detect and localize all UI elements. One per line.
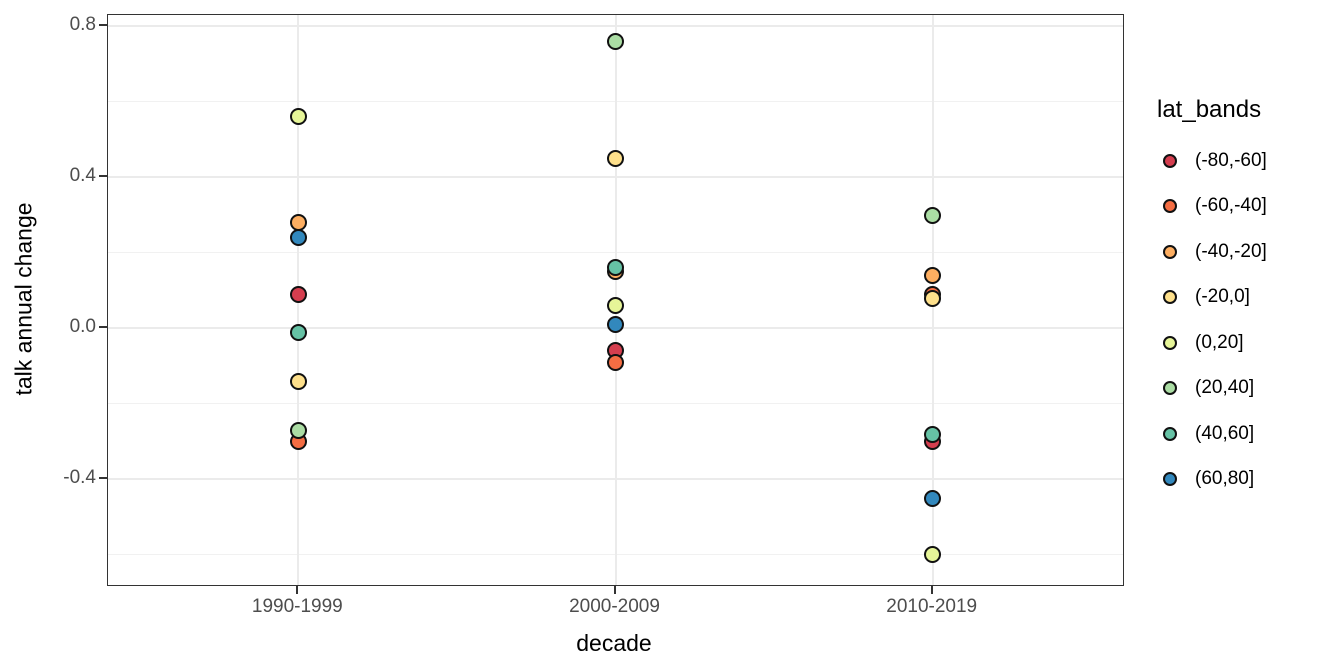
data-point [924,289,942,307]
data-point [289,108,307,126]
plot-panel [107,14,1124,586]
data-point [289,285,307,303]
legend-key-dot [1163,335,1177,350]
legend-item: (-40,-20] [1157,229,1337,275]
legend-item-label: (-80,-60] [1195,149,1267,171]
legend-item: (20,40] [1157,366,1337,412]
legend-key-dot [1163,472,1177,487]
y-tick-label: -0.4 [63,467,96,489]
data-point [924,546,942,564]
legend-item-label: (20,40] [1195,377,1255,399]
legend: lat_bands (-80,-60] (-60,-40] (-40,-20] (-2… [1157,96,1337,502]
x-tick-mark [296,585,299,594]
legend-item: (-60,-40] [1157,184,1337,230]
data-point [607,32,624,50]
data-point [607,297,624,315]
legend-title: lat_bands [1157,96,1262,123]
legend-item-label: (40,60] [1195,422,1255,444]
legend-item: (0,20] [1157,320,1337,366]
x-tick-label: 2010-2019 [886,596,978,617]
legend-item: (60,80] [1157,457,1337,503]
data-point [924,489,942,507]
data-point [289,372,307,390]
legend-item-label: (-20,0] [1195,286,1250,308]
data-point [607,149,624,167]
data-point [289,421,307,439]
legend-item: (40,60] [1157,411,1337,457]
legend-item: (-80,-60] [1157,138,1337,184]
data-point [607,316,624,334]
y-tick-label: 0.8 [69,14,96,36]
y-tick-label: 0.0 [69,316,96,338]
legend-key-dot [1163,426,1177,441]
legend-key-dot [1163,381,1177,396]
y-tick-mark [99,477,107,480]
legend-item-label: (-40,-20] [1195,240,1267,262]
data-point [607,259,624,277]
x-tick-label: 1990-1999 [251,596,343,617]
y-tick-mark [99,175,107,178]
x-tick-mark [613,585,616,594]
legend-item-label: (-60,-40] [1195,195,1267,217]
legend-item: (-20,0] [1157,275,1337,321]
y-tick-mark [99,326,107,329]
data-point [607,353,624,371]
data-point [924,266,942,284]
x-axis-title: decade [576,630,652,656]
legend-item-label: (60,80] [1195,468,1255,490]
legend-items: (-80,-60] (-60,-40] (-40,-20] (-20,0] (0,20]… [1157,138,1337,502]
data-point [289,229,307,247]
y-tick-label: 0.4 [69,165,96,187]
legend-key-dot [1163,199,1177,214]
x-tick-mark [930,585,933,594]
y-axis-title: talk annual change [10,202,37,396]
legend-key-dot [1163,290,1177,305]
legend-key-dot [1163,153,1177,168]
x-tick-label: 2000-2009 [569,596,660,617]
legend-item-label: (0,20] [1195,331,1244,353]
data-point [289,323,307,341]
data-point [924,425,942,443]
legend-key-dot [1163,244,1177,259]
data-point [924,206,942,224]
y-tick-mark [99,24,107,27]
